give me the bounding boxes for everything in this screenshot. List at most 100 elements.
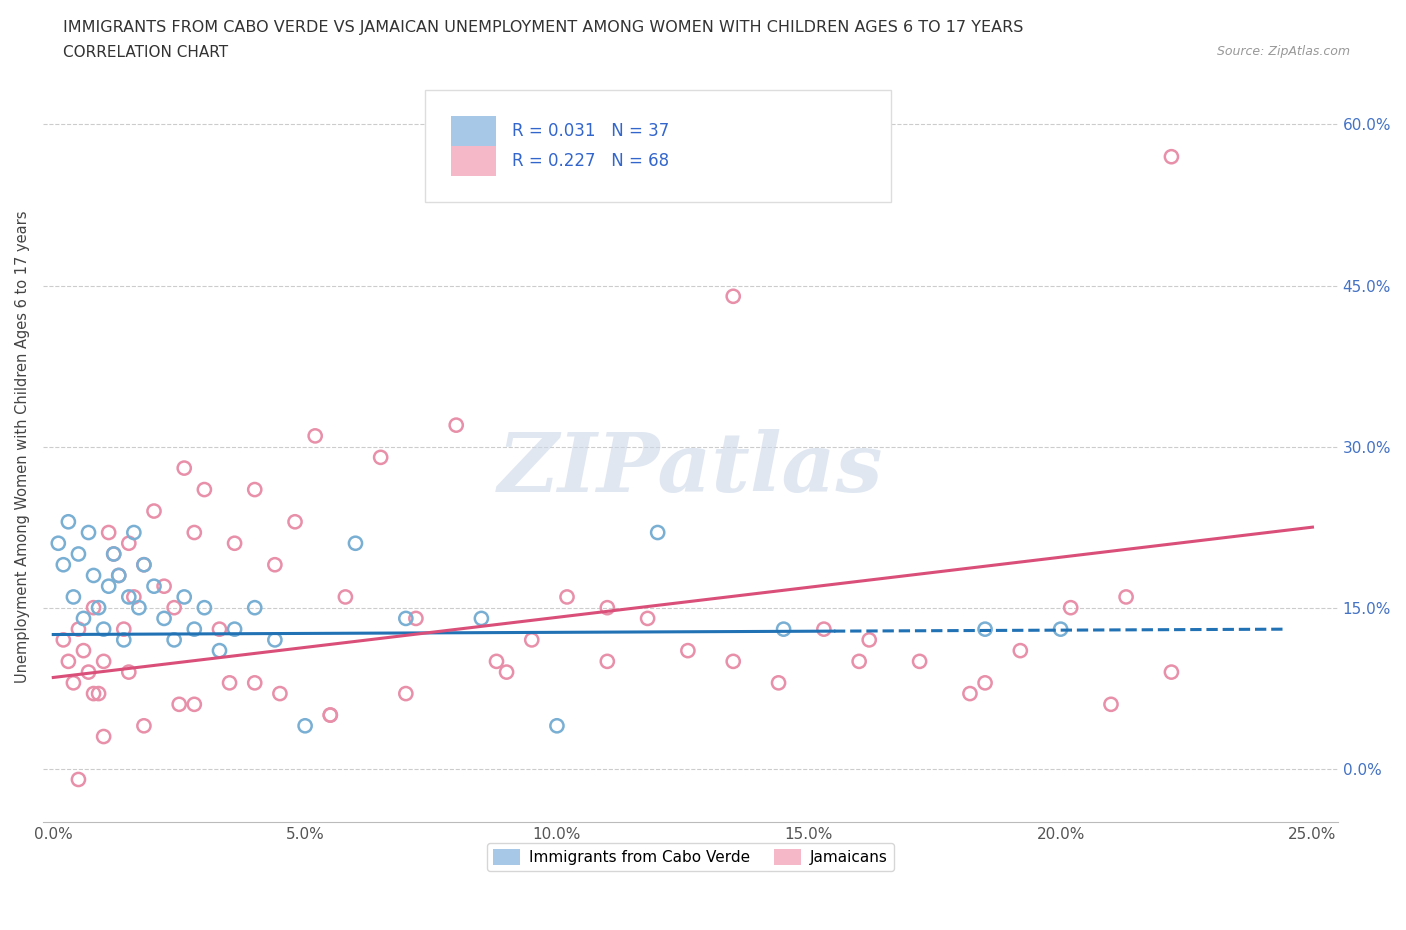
Point bbox=[118, 536, 141, 551]
Point bbox=[224, 536, 246, 551]
Point bbox=[167, 697, 190, 711]
FancyBboxPatch shape bbox=[451, 116, 496, 146]
Point bbox=[1160, 149, 1182, 164]
Point bbox=[908, 654, 931, 669]
Point bbox=[132, 557, 155, 572]
Point bbox=[243, 675, 266, 690]
FancyBboxPatch shape bbox=[425, 89, 891, 203]
Point bbox=[87, 600, 110, 615]
Point bbox=[520, 632, 543, 647]
Point bbox=[676, 644, 699, 658]
Point bbox=[1099, 697, 1122, 711]
Point bbox=[218, 675, 240, 690]
Point bbox=[405, 611, 427, 626]
Point bbox=[58, 654, 80, 669]
Point bbox=[173, 460, 195, 475]
Point bbox=[772, 622, 794, 637]
Point bbox=[264, 632, 287, 647]
Point bbox=[52, 632, 75, 647]
Point bbox=[83, 600, 105, 615]
Point bbox=[163, 600, 186, 615]
Point bbox=[77, 665, 100, 680]
Point bbox=[118, 665, 141, 680]
Point bbox=[72, 644, 94, 658]
Point bbox=[83, 568, 105, 583]
Point bbox=[183, 525, 205, 540]
Point bbox=[848, 654, 870, 669]
Point bbox=[768, 675, 790, 690]
Point bbox=[344, 536, 367, 551]
Point bbox=[243, 600, 266, 615]
Point bbox=[1160, 665, 1182, 680]
Point bbox=[637, 611, 659, 626]
FancyBboxPatch shape bbox=[451, 146, 496, 176]
Point bbox=[264, 557, 287, 572]
Point bbox=[46, 536, 69, 551]
Point bbox=[596, 654, 619, 669]
Point bbox=[143, 504, 166, 519]
Point bbox=[444, 418, 467, 432]
Point bbox=[58, 514, 80, 529]
Point bbox=[723, 654, 745, 669]
Point bbox=[52, 557, 75, 572]
Point bbox=[1115, 590, 1137, 604]
Point bbox=[370, 450, 392, 465]
Point bbox=[546, 718, 568, 733]
Point bbox=[107, 568, 129, 583]
Point bbox=[470, 611, 492, 626]
Point bbox=[193, 482, 215, 497]
Y-axis label: Unemployment Among Women with Children Ages 6 to 17 years: Unemployment Among Women with Children A… bbox=[15, 210, 30, 683]
Point bbox=[243, 482, 266, 497]
Point bbox=[1060, 600, 1083, 615]
Point bbox=[67, 772, 90, 787]
Point bbox=[132, 718, 155, 733]
Point bbox=[284, 514, 307, 529]
Point bbox=[97, 525, 120, 540]
Point bbox=[103, 547, 125, 562]
Point bbox=[112, 632, 135, 647]
Point bbox=[112, 622, 135, 637]
Point bbox=[143, 578, 166, 593]
Point bbox=[183, 622, 205, 637]
Point bbox=[974, 622, 997, 637]
Point bbox=[1010, 644, 1032, 658]
Point bbox=[224, 622, 246, 637]
Point bbox=[93, 654, 115, 669]
Point bbox=[959, 686, 981, 701]
Point bbox=[395, 686, 418, 701]
Point bbox=[87, 686, 110, 701]
Point bbox=[319, 708, 342, 723]
Point bbox=[62, 675, 84, 690]
Point bbox=[97, 578, 120, 593]
Point bbox=[83, 686, 105, 701]
Point bbox=[122, 590, 145, 604]
Point bbox=[647, 525, 669, 540]
Point bbox=[208, 644, 231, 658]
Point bbox=[183, 697, 205, 711]
Legend: Immigrants from Cabo Verde, Jamaicans: Immigrants from Cabo Verde, Jamaicans bbox=[486, 843, 894, 871]
Point bbox=[103, 547, 125, 562]
Point bbox=[596, 600, 619, 615]
Point bbox=[495, 665, 517, 680]
Point bbox=[974, 675, 997, 690]
Text: Source: ZipAtlas.com: Source: ZipAtlas.com bbox=[1216, 45, 1350, 58]
Point bbox=[122, 525, 145, 540]
Point bbox=[173, 590, 195, 604]
Point bbox=[1049, 622, 1071, 637]
Point bbox=[67, 547, 90, 562]
Point bbox=[813, 622, 835, 637]
Text: R = 0.227   N = 68: R = 0.227 N = 68 bbox=[512, 152, 669, 170]
Point bbox=[153, 578, 176, 593]
Point bbox=[72, 611, 94, 626]
Point bbox=[208, 622, 231, 637]
Point bbox=[153, 611, 176, 626]
Point bbox=[62, 590, 84, 604]
Point bbox=[294, 718, 316, 733]
Point bbox=[723, 289, 745, 304]
Point bbox=[319, 708, 342, 723]
Point bbox=[269, 686, 291, 701]
Point bbox=[93, 729, 115, 744]
Point bbox=[395, 611, 418, 626]
Point bbox=[128, 600, 150, 615]
Text: ZIPatlas: ZIPatlas bbox=[498, 429, 883, 509]
